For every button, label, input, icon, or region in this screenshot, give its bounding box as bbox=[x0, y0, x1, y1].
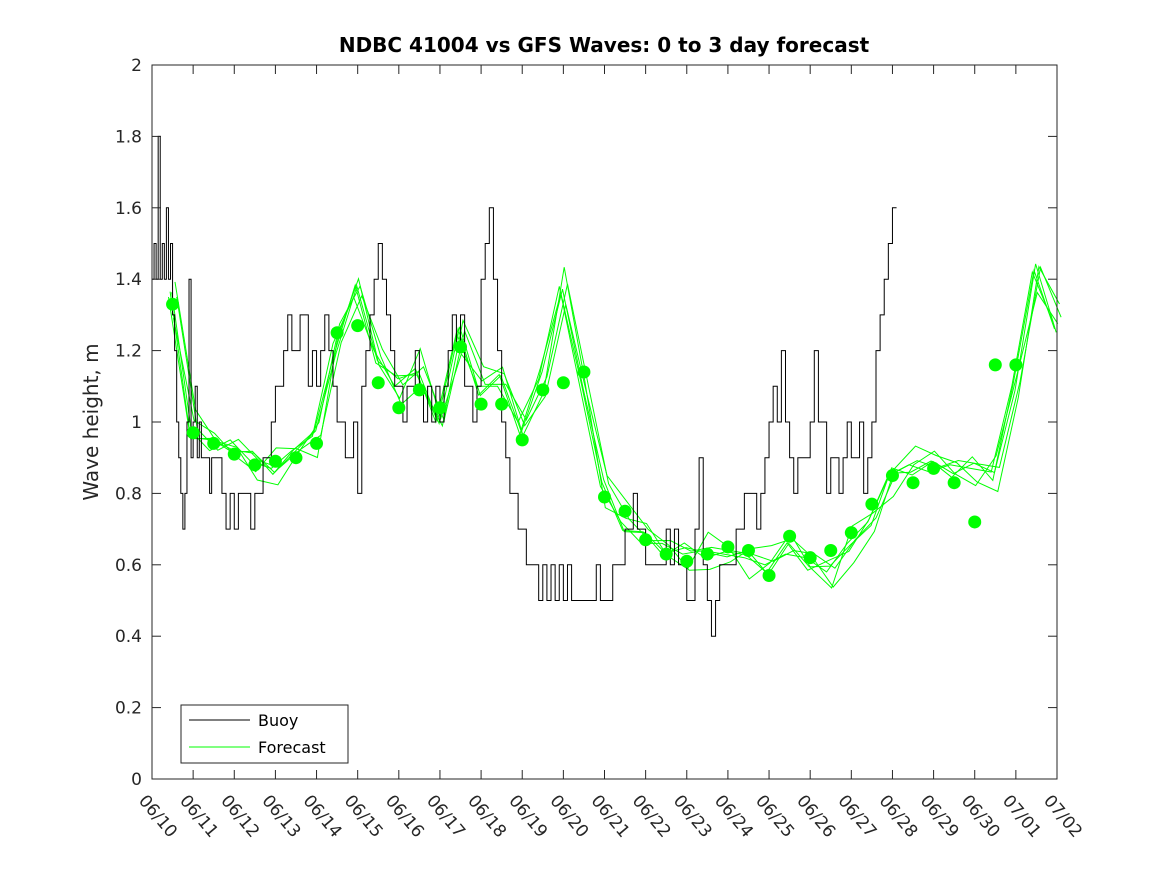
x-tick-label: 06/13 bbox=[258, 791, 305, 841]
forecast-marker bbox=[392, 401, 406, 415]
forecast-marker bbox=[927, 461, 941, 475]
forecast-marker bbox=[536, 383, 550, 397]
forecast-marker bbox=[1009, 358, 1023, 372]
y-axis-label: Wave height, m bbox=[79, 343, 103, 500]
x-tick-label: 07/02 bbox=[1039, 791, 1086, 841]
x-tick-label: 06/30 bbox=[957, 791, 1004, 841]
x-tick-labels: 06/1006/1106/1206/1306/1406/1506/1606/17… bbox=[134, 791, 1086, 841]
forecast-marker bbox=[783, 529, 797, 543]
y-tick-label: 1 bbox=[131, 413, 142, 433]
forecast-marker bbox=[741, 544, 755, 558]
forecast-series-line bbox=[169, 268, 1055, 574]
x-tick-label: 06/15 bbox=[340, 791, 387, 841]
x-tick-label: 06/21 bbox=[587, 791, 634, 841]
forecast-marker bbox=[844, 526, 858, 540]
forecast-marker bbox=[289, 451, 303, 465]
y-tick-label: 0.4 bbox=[115, 627, 142, 647]
x-tick-label: 06/20 bbox=[546, 791, 593, 841]
legend-box bbox=[180, 704, 349, 764]
x-tick-label: 06/23 bbox=[669, 791, 716, 841]
forecast-marker bbox=[659, 547, 673, 561]
x-tick-label: 06/14 bbox=[299, 791, 346, 841]
y-tick-label: 1.4 bbox=[115, 270, 142, 290]
forecast-markers bbox=[166, 297, 1023, 583]
forecast-marker bbox=[495, 397, 509, 411]
forecast-series-line bbox=[172, 267, 1059, 589]
x-tick-label: 07/01 bbox=[998, 791, 1045, 841]
x-tick-label: 06/24 bbox=[710, 791, 757, 841]
forecast-series-line bbox=[174, 265, 1060, 588]
forecast-marker bbox=[515, 433, 529, 447]
x-tick-label: 06/19 bbox=[504, 791, 551, 841]
x-tick-label: 06/28 bbox=[875, 791, 922, 841]
forecast-lines bbox=[168, 263, 1062, 589]
legend: Buoy Forecast bbox=[180, 704, 349, 764]
legend-forecast-label: Forecast bbox=[258, 738, 326, 757]
forecast-marker bbox=[412, 383, 426, 397]
forecast-marker bbox=[885, 469, 899, 483]
plot-area bbox=[152, 65, 1057, 779]
forecast-marker bbox=[762, 569, 776, 583]
forecast-marker bbox=[330, 326, 344, 340]
forecast-marker bbox=[947, 476, 961, 490]
y-tick-label: 2 bbox=[131, 56, 142, 76]
chart-title: NDBC 41004 vs GFS Waves: 0 to 3 day fore… bbox=[339, 33, 870, 57]
axis-ticks bbox=[151, 64, 1058, 780]
y-tick-labels: 0 0.2 0.4 0.6 0.8 1 1.2 1.4 1.6 1.8 2 bbox=[115, 56, 142, 790]
x-tick-label: 06/18 bbox=[463, 791, 510, 841]
buoy-series-line bbox=[152, 135, 897, 637]
y-tick-label: 0 bbox=[131, 770, 142, 790]
y-tick-label: 1.6 bbox=[115, 199, 142, 219]
forecast-marker bbox=[433, 401, 447, 415]
x-tick-label: 06/12 bbox=[216, 791, 263, 841]
forecast-marker bbox=[721, 540, 735, 554]
forecast-marker bbox=[371, 376, 385, 390]
forecast-marker bbox=[598, 490, 611, 504]
forecast-marker bbox=[865, 497, 879, 511]
x-tick-label: 06/11 bbox=[175, 791, 222, 841]
x-tick-label: 06/25 bbox=[751, 791, 798, 841]
forecast-marker bbox=[454, 340, 468, 354]
forecast-marker bbox=[988, 358, 1002, 372]
y-tick-label: 0.8 bbox=[115, 484, 142, 504]
forecast-marker bbox=[474, 397, 488, 411]
forecast-marker bbox=[207, 436, 221, 450]
x-tick-label: 06/10 bbox=[134, 791, 181, 841]
forecast-marker bbox=[248, 458, 262, 472]
forecast-marker bbox=[639, 533, 653, 547]
forecast-marker bbox=[268, 454, 282, 468]
forecast-marker bbox=[824, 544, 838, 558]
forecast-marker bbox=[803, 551, 817, 565]
forecast-marker bbox=[968, 515, 982, 529]
forecast-marker bbox=[700, 547, 714, 561]
forecast-marker bbox=[227, 447, 241, 461]
forecast-marker bbox=[618, 504, 632, 518]
forecast-series-line bbox=[176, 265, 1062, 569]
forecast-marker bbox=[906, 476, 920, 490]
x-tick-label: 06/17 bbox=[422, 791, 469, 841]
y-tick-label: 1.2 bbox=[115, 342, 142, 362]
y-tick-label: 0.2 bbox=[115, 699, 142, 719]
buoy-line bbox=[152, 135, 897, 637]
forecast-marker bbox=[186, 426, 200, 440]
forecast-marker bbox=[556, 376, 570, 390]
forecast-marker bbox=[680, 554, 694, 568]
x-tick-label: 06/27 bbox=[833, 791, 880, 841]
y-tick-label: 0.6 bbox=[115, 556, 142, 576]
x-tick-label: 06/29 bbox=[916, 791, 963, 841]
legend-buoy-label: Buoy bbox=[258, 711, 298, 730]
forecast-series-line bbox=[171, 263, 1057, 576]
x-tick-label: 06/22 bbox=[628, 791, 675, 841]
forecast-marker bbox=[166, 297, 180, 311]
forecast-marker bbox=[310, 436, 324, 450]
x-tick-label: 06/26 bbox=[792, 791, 839, 841]
forecast-marker bbox=[577, 365, 591, 379]
forecast-marker bbox=[351, 319, 365, 333]
y-tick-label: 1.8 bbox=[115, 127, 142, 147]
x-tick-label: 06/16 bbox=[381, 791, 428, 841]
